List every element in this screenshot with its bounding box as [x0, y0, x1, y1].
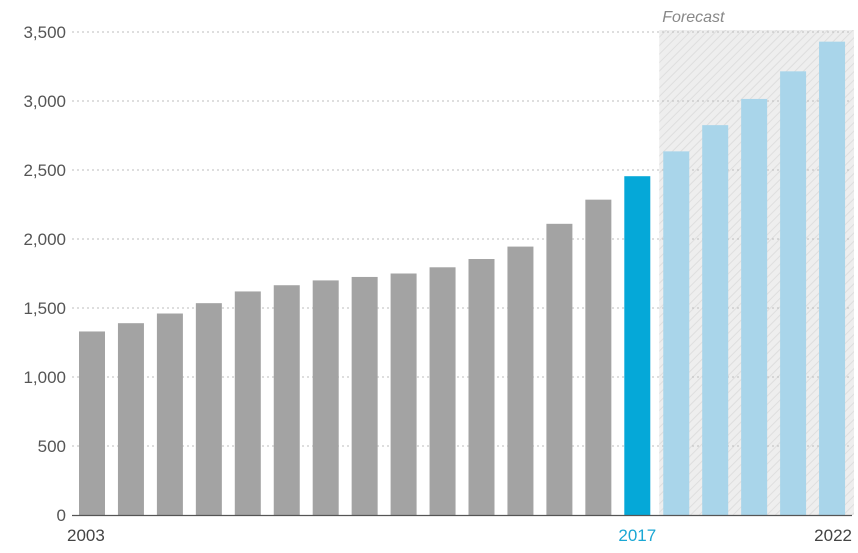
bar-2003	[79, 331, 105, 515]
bar-2005	[157, 314, 183, 515]
forecast-label: Forecast	[662, 9, 725, 26]
y-tick-label: 0	[57, 506, 66, 525]
y-tick-label: 1,000	[23, 368, 66, 387]
x-tick-label-2017: 2017	[618, 526, 656, 545]
y-tick-label: 2,500	[23, 161, 66, 180]
y-tick-label: 3,500	[23, 23, 66, 42]
bar-2004	[118, 323, 144, 515]
bar-2020	[741, 99, 767, 515]
bar-2014	[507, 247, 533, 515]
bar-2018	[663, 151, 689, 515]
y-tick-label: 500	[38, 437, 66, 456]
bar-2015	[546, 224, 572, 515]
bar-2022	[819, 42, 845, 515]
bar-2021	[780, 71, 806, 515]
bar-2019	[702, 125, 728, 515]
bar-2017	[624, 176, 650, 515]
x-tick-label-2022: 2022	[814, 526, 852, 545]
y-tick-label: 1,500	[23, 299, 66, 318]
bar-2016	[585, 200, 611, 515]
y-tick-label: 2,000	[23, 230, 66, 249]
bar-2009	[313, 280, 339, 515]
bar-2006	[196, 303, 222, 515]
bar-2013	[469, 259, 495, 515]
y-tick-label: 3,000	[23, 92, 66, 111]
bar-2010	[352, 277, 378, 515]
bar-2011	[391, 274, 417, 516]
bar-2007	[235, 291, 261, 515]
bar-2008	[274, 285, 300, 515]
bar-2012	[430, 267, 456, 515]
x-tick-label-2003: 2003	[67, 526, 105, 545]
